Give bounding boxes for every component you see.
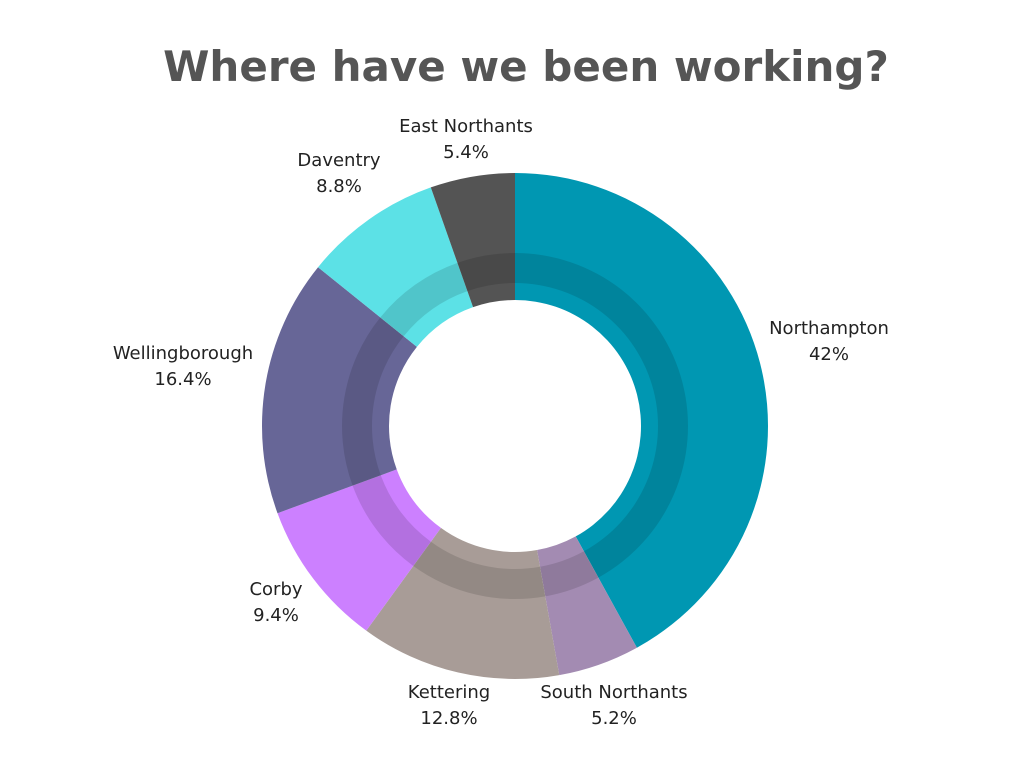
label-corby: Corby [249,579,302,600]
inner-band-northampton [515,253,688,578]
value-label-south-northants: 5.2% [591,708,637,729]
value-label-east-northants: 5.4% [443,142,489,163]
slice-east-northants [430,173,515,308]
value-label-wellingborough: 16.4% [154,369,211,390]
label-east-northants: East Northants [399,116,533,137]
label-daventry: Daventry [297,150,380,171]
label-wellingborough: Wellingborough [113,343,253,364]
label-south-northants: South Northants [540,682,687,703]
inner-band-daventry [380,262,468,337]
value-label-northampton: 42% [809,344,849,365]
slice-daventry [318,187,474,347]
inner-band-south-northants [540,551,599,597]
inner-band-kettering [413,541,546,600]
slice-northampton [515,173,769,648]
chart-title: Where have we been working? [163,42,889,91]
slice-kettering [366,527,560,679]
label-northampton: Northampton [769,318,889,339]
value-label-daventry: 8.8% [316,176,362,197]
inner-band-east-northants [457,253,515,292]
value-label-kettering: 12.8% [420,708,477,729]
inner-band-wellingborough [341,317,404,486]
value-label-corby: 9.4% [253,605,299,626]
slice-south-northants [537,536,637,676]
inner-band-corby [352,475,431,566]
label-kettering: Kettering [408,682,490,703]
slice-wellingborough [261,267,417,514]
slice-corby [277,469,441,631]
